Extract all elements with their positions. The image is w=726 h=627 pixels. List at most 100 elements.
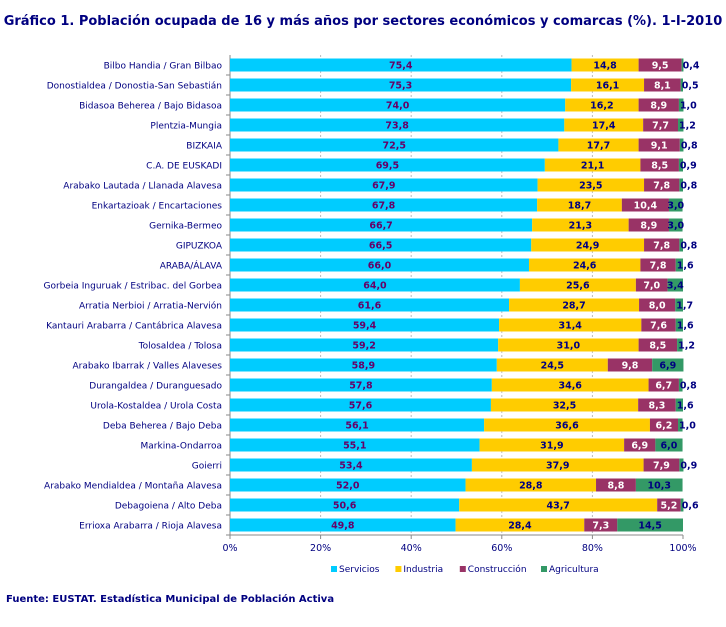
category-label: Gorbeia Inguruak / Estribac. del Gorbea: [43, 282, 222, 292]
data-label: 0,6: [682, 501, 699, 512]
data-label: 7,8: [653, 181, 670, 192]
data-label: 37,9: [546, 461, 569, 472]
data-label: 1,0: [679, 421, 696, 432]
bar-industria: [498, 338, 639, 352]
bar-construcción: [638, 58, 682, 72]
data-label: 16,1: [596, 81, 619, 92]
bar-industria: [537, 198, 622, 212]
data-label: 24,9: [576, 241, 599, 252]
category-label: C.A. DE EUSKADI: [146, 162, 222, 172]
category-label: Debagoiena / Alto Deba: [115, 502, 222, 512]
bar-servicios: [230, 478, 466, 492]
bar-servicios: [230, 158, 545, 172]
bar-servicios: [230, 198, 538, 212]
bar-servicios: [230, 398, 491, 412]
x-tick-label: 60%: [491, 543, 512, 554]
data-label: 61,6: [358, 301, 382, 312]
bar-construcción: [657, 498, 681, 512]
data-label: 1,6: [677, 261, 694, 272]
legend-label: Agricultura: [549, 565, 599, 575]
data-label: 0,8: [680, 181, 697, 192]
bar-servicios: [230, 358, 497, 372]
data-label: 73,8: [385, 121, 409, 132]
bar-construcción: [624, 438, 656, 452]
bar-servicios: [230, 298, 510, 312]
bar-servicios: [230, 458, 472, 472]
data-label: 9,8: [622, 361, 639, 372]
legend-swatch: [331, 566, 337, 572]
bar-industria: [471, 458, 644, 472]
data-label: 7,3: [592, 521, 609, 532]
data-label: 7,6: [650, 321, 667, 332]
bar-industria: [459, 498, 658, 512]
category-label: Urola-Kostaldea / Urola Costa: [90, 402, 222, 412]
data-label: 0,5: [682, 81, 699, 92]
category-label: GIPUZKOA: [176, 242, 223, 252]
bar-agricultura: [678, 418, 683, 432]
bar-industria: [496, 358, 608, 372]
data-label: 67,8: [372, 201, 396, 212]
bar-industria: [564, 118, 644, 132]
data-label: 8,8: [608, 481, 625, 492]
bar-agricultura: [652, 358, 684, 372]
bar-servicios: [230, 238, 532, 252]
data-label: 21,3: [569, 221, 592, 232]
data-label: 74,0: [386, 101, 410, 112]
bar-agricultura: [668, 198, 683, 212]
data-label: 5,2: [661, 501, 678, 512]
bar-construcción: [628, 218, 669, 232]
data-label: 7,0: [643, 281, 660, 292]
data-label: 36,6: [555, 421, 579, 432]
category-label: Kantauri Arabarra / Cantábrica Alavesa: [46, 322, 222, 332]
bar-construcción: [644, 238, 680, 252]
bar-agricultura: [617, 518, 683, 532]
bar-agricultura: [675, 298, 683, 312]
data-label: 3,0: [667, 221, 684, 232]
bar-agricultura: [668, 218, 683, 232]
bar-agricultura: [677, 338, 683, 352]
bar-construcción: [641, 318, 676, 332]
bar-industria: [571, 78, 645, 92]
category-label: Arabako Mendialdea / Montaña Alavesa: [44, 482, 222, 492]
data-label: 0,8: [681, 141, 698, 152]
bar-agricultura: [678, 158, 683, 172]
data-label: 18,7: [568, 201, 591, 212]
source-note: Fuente: EUSTAT. Estadística Municipal de…: [6, 594, 335, 605]
bar-servicios: [230, 178, 538, 192]
bar-agricultura: [675, 258, 683, 272]
bar-industria: [558, 138, 639, 152]
category-label: Bilbo Handia / Gran Bilbao: [104, 62, 223, 72]
data-label: 75,4: [389, 61, 413, 72]
data-label: 9,5: [652, 61, 669, 72]
legend-label: Construcción: [468, 564, 527, 575]
x-tick-label: 0%: [222, 543, 237, 554]
data-label: 34,6: [558, 381, 582, 392]
category-label: Arabako Lautada / Llanada Alavesa: [63, 182, 222, 192]
data-label: 59,4: [353, 321, 377, 332]
data-label: 0,4: [683, 61, 700, 72]
category-label: Durangaldea / Duranguesado: [89, 382, 222, 392]
bar-construcción: [639, 298, 676, 312]
data-label: 6,2: [656, 421, 673, 432]
bar-agricultura: [679, 178, 683, 192]
data-label: 8,9: [640, 221, 657, 232]
bar-servicios: [230, 318, 500, 332]
category-label: Markina-Ondarroa: [141, 442, 223, 452]
category-label: Donostialdea / Donostia-San Sebastián: [47, 82, 222, 92]
data-label: 6,9: [631, 441, 648, 452]
data-label: 52,0: [336, 481, 360, 492]
data-label: 6,9: [659, 361, 676, 372]
bar-agricultura: [675, 318, 683, 332]
data-label: 3,4: [667, 281, 684, 292]
data-label: 49,8: [331, 521, 355, 532]
data-label: 16,2: [590, 101, 613, 112]
data-label: 67,9: [372, 181, 395, 192]
bar-industria: [528, 258, 641, 272]
bar-agricultura: [679, 138, 684, 152]
data-label: 0,9: [680, 461, 697, 472]
bar-servicios: [230, 338, 499, 352]
category-label: Bidasoa Beherea / Bajo Bidasoa: [79, 102, 222, 112]
data-label: 31,4: [558, 321, 582, 332]
legend-swatch: [541, 566, 547, 572]
